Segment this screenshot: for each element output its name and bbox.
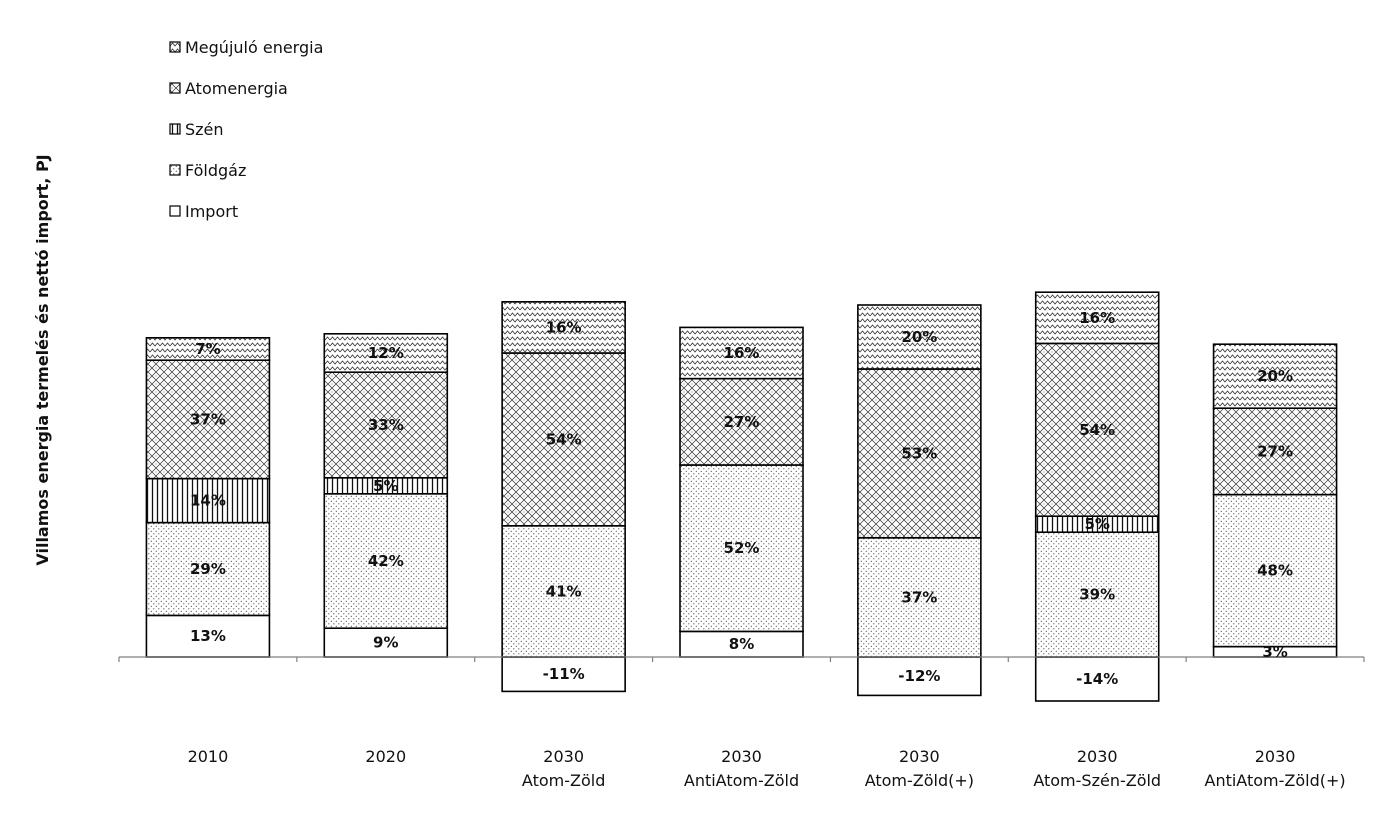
bar-segment-import-2030-atom-szen-zold: [1034, 656, 1160, 702]
data-label-atomenergia-2010: 37%: [190, 410, 226, 428]
legend-label-atomenergia: Atomenergia: [185, 79, 288, 98]
data-label-atomenergia-2030-atom-szen-zold: 54%: [1079, 421, 1115, 439]
data-label-szen-2030-atom-szen-zold: 5%: [1084, 515, 1109, 533]
data-label-megujulo-energia-2020: 12%: [368, 344, 404, 362]
data-label-megujulo-energia-2010: 7%: [195, 340, 220, 358]
x-tick-labels: 2010 2020 2030 Atom-Zöld 2030 AntiAtom-Zöld 20…: [188, 747, 1346, 790]
data-label-atomenergia-2020: 33%: [368, 416, 404, 434]
x-tick-label-2010: 2010: [188, 747, 229, 766]
bar-segment-import-2010: [145, 614, 271, 658]
bar-segment-megujulo-energia-2030-atom-szen-zold: [1034, 291, 1160, 345]
data-label-atomenergia-2030-antiatom-zold: 27%: [1257, 442, 1293, 460]
data-labels: 13% 29% 14% 37% 7% 9% 42% 5% 33% 12% -11% 41% 54% 16%…: [190, 309, 1293, 688]
bar-segment-foldgaz-2030-antiatom-zold: [679, 464, 804, 633]
data-label-atomenergia-2030-atom-zold: 53%: [901, 444, 937, 462]
data-label-import-2030-atom-szen-zold: -14%: [1076, 670, 1118, 688]
x-tick-label-2020: 2020: [365, 747, 406, 766]
data-label-import-2030-antiatom-zold: 8%: [729, 635, 754, 653]
bar-segment-atomenergia-2030-antiatom-zold: [1212, 407, 1338, 496]
y-axis-title-group: Villamos energia termelés és nettó impor…: [33, 154, 52, 565]
data-label-foldgaz-2030-antiatom-zold: 48%: [1257, 562, 1293, 580]
legend-label-szen: Szén: [185, 120, 224, 139]
bar-segment-foldgaz-2020: [323, 492, 449, 629]
data-label-import-2030-atom-zold: -11%: [543, 665, 585, 683]
data-label-foldgaz-2030-antiatom-zold: 52%: [724, 539, 760, 557]
bar-segment-atomenergia-2030-atom-zold: [501, 352, 626, 527]
legend-label-import: Import: [185, 202, 238, 221]
x-tick-label-2030-antiatom-zold: 2030 AntiAtom-Zöld(+): [1205, 747, 1346, 790]
data-label-foldgaz-2030-atom-szen-zold: 39%: [1079, 586, 1115, 604]
bar-segment-megujulo-energia-2020: [323, 332, 449, 373]
bar-segment-atomenergia-2030-atom-zold: [857, 368, 982, 539]
data-label-megujulo-energia-2030-antiatom-zold: 16%: [724, 344, 760, 362]
data-label-import-2020: 9%: [373, 634, 398, 652]
bar-segment-import-2030-antiatom-zold: [679, 630, 804, 658]
bar-segment-megujulo-energia-2030-antiatom-zold: [1212, 343, 1338, 410]
data-label-megujulo-energia-2030-atom-szen-zold: 16%: [1079, 309, 1115, 327]
x-axis: [118, 656, 1365, 662]
bar-segment-foldgaz-2030-atom-szen-zold: [1034, 531, 1160, 658]
legend-swatch-foldgaz: [169, 164, 181, 176]
bar-segment-megujulo-energia-2030-antiatom-zold: [679, 326, 804, 380]
legend-swatch-import: [169, 205, 181, 217]
data-label-atomenergia-2030-atom-zold: 54%: [546, 430, 582, 448]
legend-swatch-megujulo-energia: [169, 41, 181, 53]
bar-segment-megujulo-energia-2030-atom-zold: [501, 300, 626, 354]
bar-segment-megujulo-energia-2030-atom-zold: [857, 304, 982, 370]
bar-segment-atomenergia-2020: [323, 371, 449, 479]
bars: [145, 291, 1338, 702]
bar-segment-atomenergia-2030-antiatom-zold: [679, 377, 804, 466]
x-tick-label-2030-antiatom-zold: 2030 AntiAtom-Zöld: [684, 747, 799, 790]
data-label-szen-2020: 5%: [373, 477, 398, 495]
legend: Megújuló energia Atomenergia Szén Földgáz Im…: [169, 38, 323, 221]
data-label-import-2030-antiatom-zold: 3%: [1262, 643, 1287, 661]
bar-segment-foldgaz-2030-atom-zold: [501, 524, 626, 658]
x-tick-label-2030-atom-szen-zold: 2030 Atom-Szén-Zöld: [1033, 747, 1161, 790]
y-axis-title: Villamos energia termelés és nettó impor…: [33, 154, 52, 565]
data-label-szen-2010: 14%: [190, 492, 226, 510]
data-label-megujulo-energia-2030-antiatom-zold: 20%: [1257, 367, 1293, 385]
legend-label-foldgaz: Földgáz: [185, 161, 246, 180]
data-label-megujulo-energia-2030-atom-zold: 16%: [546, 318, 582, 336]
bar-segment-atomenergia-2030-atom-szen-zold: [1034, 342, 1160, 517]
bar-segment-foldgaz-2030-antiatom-zold: [1212, 493, 1338, 648]
legend-swatch-szen: [169, 123, 181, 135]
legend-swatch-atomenergia: [169, 82, 181, 94]
data-label-megujulo-energia-2030-atom-zold: 20%: [901, 328, 937, 346]
data-label-foldgaz-2030-atom-zold: 37%: [901, 588, 937, 606]
data-label-foldgaz-2030-atom-zold: 41%: [546, 582, 582, 600]
bar-segment-atomenergia-2010: [145, 359, 271, 480]
x-tick-label-2030-atom-zold: 2030 Atom-Zöld(+): [865, 747, 974, 790]
data-label-import-2030-atom-zold: -12%: [898, 667, 940, 685]
legend-label-megujulo-energia: Megújuló energia: [185, 38, 323, 57]
data-label-atomenergia-2030-antiatom-zold: 27%: [724, 413, 760, 431]
data-label-import-2010: 13%: [190, 627, 226, 645]
bar-segment-megujulo-energia-2010: [145, 336, 271, 361]
data-label-foldgaz-2010: 29%: [190, 560, 226, 578]
data-label-foldgaz-2020: 42%: [368, 552, 404, 570]
x-tick-label-2030-atom-zold: 2030 Atom-Zöld: [522, 747, 605, 790]
bar-segment-foldgaz-2010: [145, 521, 271, 617]
